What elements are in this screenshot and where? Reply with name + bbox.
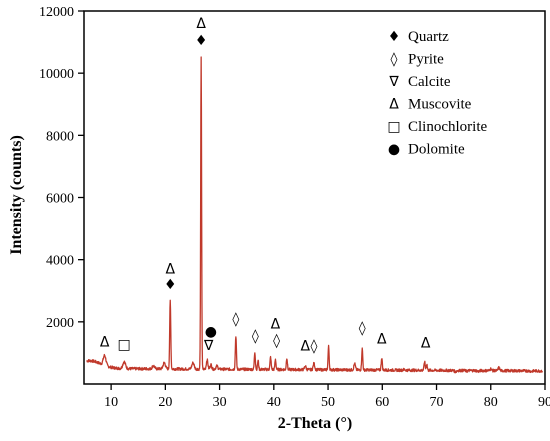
y-tick-label: 6000 <box>46 192 74 207</box>
peak-marker: Δ <box>196 16 206 32</box>
peak-marker: ● <box>205 324 217 340</box>
legend: ♦ Quartz ◊ Pyrite ∇ Calcite Δ Muscovite □ Clinoch… <box>387 29 487 158</box>
axes: 10 20 30 40 50 60 70 80 90 2000 4000 6000 8000 10000 1… <box>39 5 550 410</box>
y-axis-title: Intensity (counts) <box>8 135 25 255</box>
legend-label: Dolomite <box>408 142 465 158</box>
legend-symbol: ● <box>388 142 400 158</box>
x-tick-label: 70 <box>430 395 444 410</box>
x-tick-label: 40 <box>267 395 281 410</box>
x-tick-label: 20 <box>158 395 172 410</box>
x-tick-label: 30 <box>213 395 227 410</box>
peak-marker: □ <box>118 337 131 353</box>
peak-marker: ◊ <box>273 333 280 349</box>
peak-marker: ◊ <box>232 311 239 327</box>
peak-marker: Δ <box>421 335 431 351</box>
legend-symbol: ♦ <box>388 29 401 45</box>
peak-marker: ♦ <box>195 33 208 49</box>
x-tick-label: 50 <box>321 395 335 410</box>
legend-symbol: ∇ <box>388 74 399 90</box>
peak-annotations: Δ □♦Δ♦Δ●∇◊◊Δ◊ Δ ◊◊Δ Δ <box>100 16 431 354</box>
legend-symbol: Δ <box>389 97 399 113</box>
peak-marker: Δ <box>300 338 310 354</box>
legend-symbol: ◊ <box>391 52 398 68</box>
peak-marker: Δ <box>271 317 281 333</box>
peak-marker: ◊ <box>359 321 366 337</box>
legend-label: Clinochlorite <box>408 119 487 135</box>
plot-frame <box>83 10 546 385</box>
y-tick-label: 2000 <box>46 316 74 331</box>
x-tick-label: 80 <box>484 395 498 410</box>
legend-label: Pyrite <box>408 52 444 68</box>
legend-label: Muscovite <box>408 97 472 113</box>
legend-label: Calcite <box>408 74 451 90</box>
plot-area <box>86 56 543 374</box>
peak-marker: ∇ <box>203 338 214 354</box>
peak-marker: ◊ <box>310 338 317 354</box>
peak-marker: ◊ <box>252 328 259 344</box>
peak-marker: Δ <box>100 335 110 351</box>
peak-marker: Δ <box>165 262 175 278</box>
legend-label: Quartz <box>408 29 449 45</box>
legend-symbol: □ <box>387 119 400 135</box>
y-tick-label: 10000 <box>39 67 74 82</box>
x-tick-label: 10 <box>104 395 118 410</box>
x-axis-title: 2-Theta (°) <box>278 415 352 432</box>
y-tick-label: 8000 <box>46 129 74 144</box>
y-tick-label: 4000 <box>46 254 74 269</box>
x-tick-label: 90 <box>538 395 550 410</box>
xrd-pattern-line <box>86 56 543 374</box>
peak-marker: ♦ <box>164 277 177 293</box>
peak-marker: Δ <box>377 332 387 348</box>
x-tick-label: 60 <box>375 395 389 410</box>
y-tick-label: 12000 <box>39 5 74 20</box>
